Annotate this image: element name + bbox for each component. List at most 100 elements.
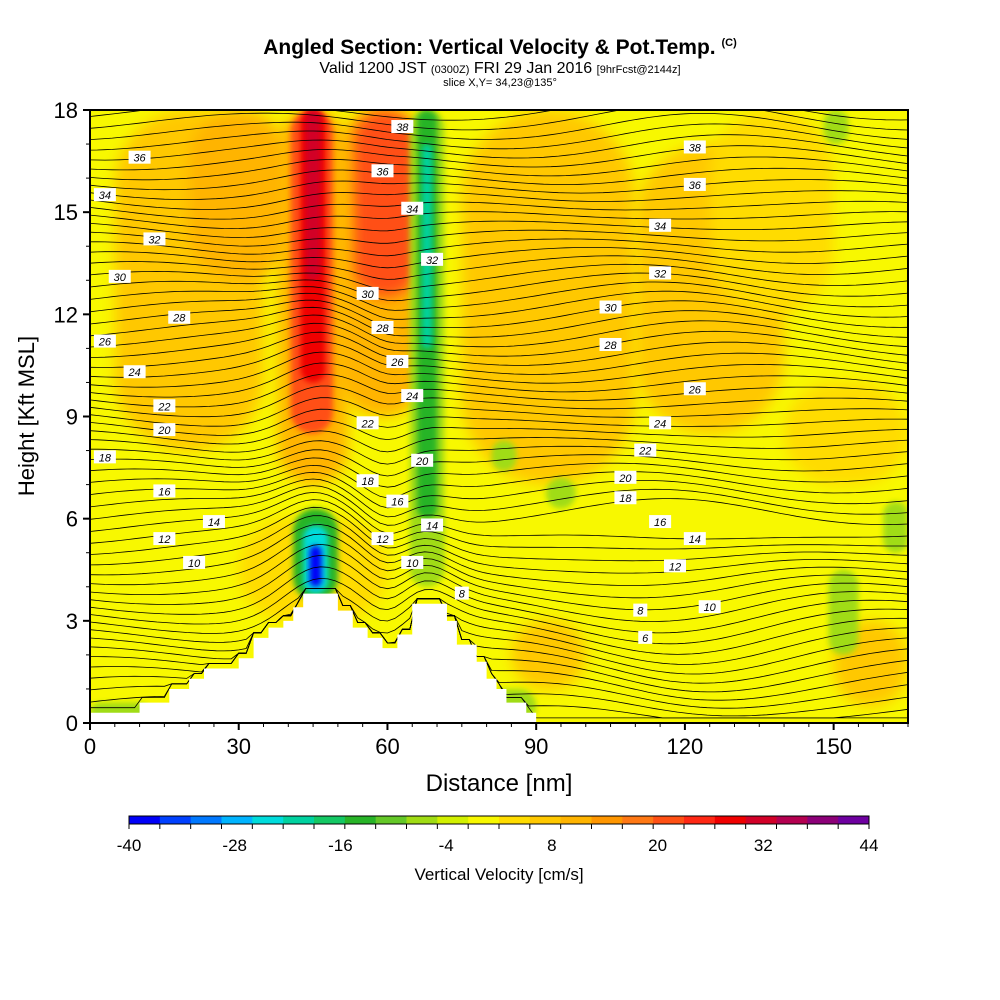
contour-label-text: 8 [637,606,644,618]
isentrope-line [90,588,908,665]
contour-label-text: 16 [158,486,171,498]
isentrope-line [90,385,908,418]
velocity-region [491,440,517,471]
contour-label-box [421,252,444,266]
velocity-region [546,477,576,509]
contour-label: 16 [649,515,672,529]
contour-label-text: 6 [642,633,649,645]
y-axis-title: Height [Kft MSL] [14,336,39,496]
contour-label: 26 [93,334,116,349]
colorbar-swatch [406,816,438,824]
potential-temperature-contours [90,110,908,719]
isentrope-line [90,566,908,634]
colorbar-swatch [653,816,685,824]
isentrope-line [90,588,908,693]
contour-label-text: 24 [405,391,418,403]
velocity-region [352,110,418,298]
colorbar-swatch [283,816,315,824]
contour-label-text: 30 [604,303,617,315]
contour-label-box [638,630,653,644]
contour-label: 18 [93,450,116,464]
isentrope-line [90,588,908,655]
colorbar-swatch [159,816,192,824]
isentrope-line [90,110,908,131]
contour-label-box [421,518,444,532]
colorbar-swatch [560,816,592,824]
contour-label-text: 20 [415,456,429,468]
contour-label-text: 36 [376,166,389,178]
contour-label-text: 28 [172,313,186,325]
colorbar-tick-label: 8 [547,836,556,855]
y-tick-label: 12 [54,302,78,327]
isentrope-line [90,499,908,550]
velocity-region [309,545,322,587]
contour-label: 10 [401,555,424,570]
contour-label-text: 36 [689,180,702,192]
colorbar-tick-label: 20 [648,836,667,855]
contour-label-box [683,382,706,396]
contour-label: 12 [371,532,394,546]
contour-label: 36 [683,177,706,192]
y-tick-label: 0 [66,711,78,736]
colorbar-swatch [807,816,839,824]
contour-label-text: 12 [376,534,388,546]
isentrope-line [90,220,908,239]
isentrope-line [90,110,908,121]
contour-label-text: 32 [654,268,666,280]
contour-label-box [93,334,116,348]
contour-label-text: 20 [157,425,171,437]
contour-label-text: 12 [669,561,681,573]
contour-label: 22 [634,443,657,458]
contour-label-box [356,416,379,430]
contour-label-box [454,586,469,600]
isentrope-line [90,314,908,348]
contour-label: 18 [356,474,379,488]
contour-label-box [698,600,721,614]
contour-label-box [168,310,191,324]
contour-label: 14 [421,518,444,532]
isentrope-line [90,524,908,586]
isentrope-line [90,577,908,645]
contour-label-box [614,470,637,484]
colorbar-swatch [714,816,747,824]
contour-label: 34 [649,218,672,233]
contour-label: 38 [683,140,706,154]
contour-label: 32 [421,252,444,267]
contour-label-text: 26 [688,384,702,396]
x-axis-title: Distance [nm] [426,770,573,797]
contour-label-box [153,399,176,413]
colorbar-tick-label: -4 [439,836,454,855]
isentrope-line [90,247,908,269]
contour-label: 26 [386,355,409,369]
isentrope-line [90,449,908,477]
contour-label: 6 [638,630,653,645]
contour-label: 36 [371,164,394,178]
colorbar-tick-label: -28 [222,836,247,855]
isentrope-line [90,190,908,210]
isentrope-line [90,200,908,220]
contour-label: 24 [123,365,146,379]
colorbar-swatch [344,816,377,824]
colorbar-swatch [529,816,562,824]
contour-label: 14 [202,515,225,529]
contour-label: 30 [356,286,379,301]
isentrope-line [90,272,908,302]
isentrope-line [90,491,908,540]
isentrope-line [90,471,908,509]
contour-label: 28 [371,320,394,335]
velocity-region [189,110,289,281]
y-tick-label: 15 [54,200,78,225]
contour-label-text: 16 [391,497,404,509]
contour-label-box [411,453,434,467]
colorbar-tick-label: -16 [328,836,353,855]
y-tick-label: 18 [54,98,78,123]
contour-label-box [153,484,176,498]
isentrope-line [90,478,908,518]
contour-label-box [386,355,409,369]
slice-line: slice X,Y= 34,23@135° [443,77,557,89]
colorbar-swatch [129,816,161,824]
contour-label: 32 [143,232,166,246]
contour-label-box [663,559,686,573]
isentrope-line [90,464,908,499]
